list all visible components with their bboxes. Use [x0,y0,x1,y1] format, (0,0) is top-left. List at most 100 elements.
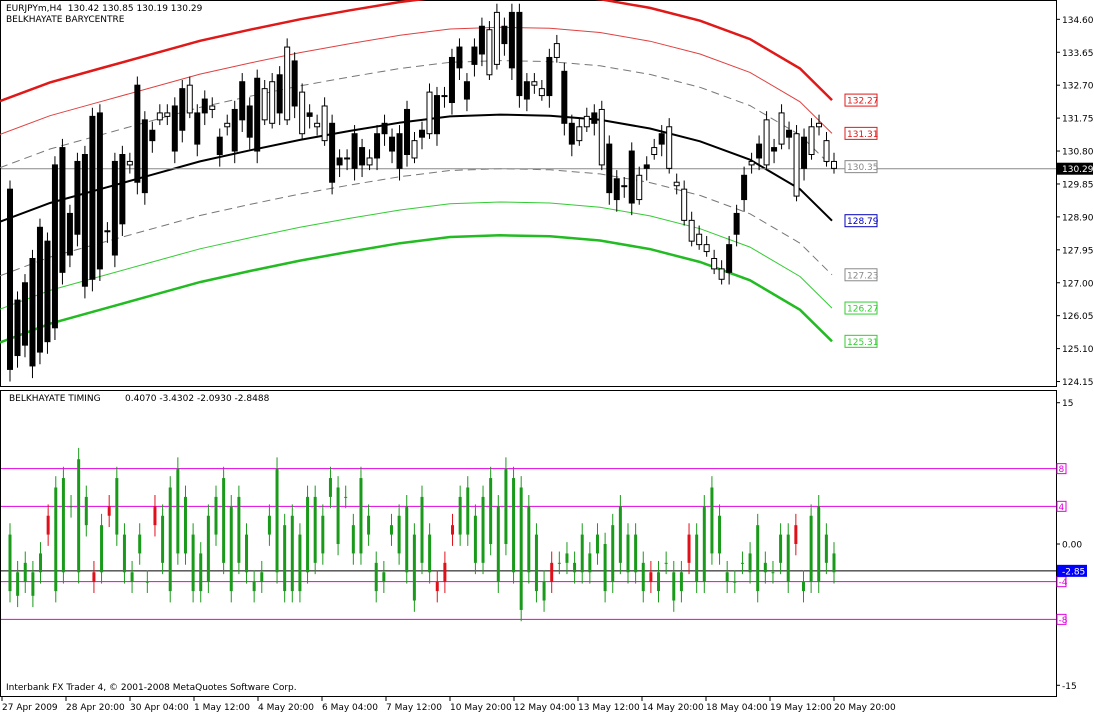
timing-bar [77,447,81,584]
candle-body [456,46,463,69]
timing-bar [298,523,302,603]
candle-body [508,11,515,69]
timing-bar [573,551,577,584]
candle-body [553,43,560,58]
candle [344,149,351,171]
timing-bar [672,560,676,612]
price-tick-label: 134.60 [1062,16,1094,26]
current-price-label: 130.29 [1062,165,1094,175]
timing-bar-body [229,506,233,592]
candle-body [471,46,478,65]
timing-bar-body [786,534,790,582]
candle [741,166,748,212]
timing-bar [69,495,73,518]
timing-bar-body [351,525,355,554]
candle [396,125,403,181]
timing-bar-body [260,572,264,582]
candle-body [111,160,118,256]
green-band-lower-label-box [844,334,878,348]
candle-body [478,25,485,55]
timing-bar [580,523,584,584]
gray-dash-upper-label-box [844,160,878,174]
candle [374,125,381,171]
candle-body [486,29,493,76]
candle [673,173,680,195]
timing-bar-body [496,506,500,582]
candle-body [239,81,246,121]
timing-bar-body [649,572,653,582]
timing-bar [740,551,744,575]
timing-bar-body [8,534,12,592]
timing-bar [512,466,516,584]
timing-bar [504,457,508,556]
timing-bar-body [275,468,279,573]
timing-bar [61,466,65,584]
timing-bar [237,485,241,575]
timing-bar [191,523,195,603]
gray-dash-lower-label: 127.23 [847,271,879,281]
candle [703,235,710,257]
candle-body [389,136,396,152]
timing-bar-body [695,534,699,582]
timing-bar [46,504,50,546]
candle [598,100,605,171]
candle [134,76,141,195]
candle [606,135,613,205]
timing-bar [657,560,661,603]
candle-body [96,112,103,270]
timing-bar-body [481,496,485,563]
candle-body [164,112,171,117]
red-band-inner-label: 131.31 [847,130,879,140]
timing-bar-body [458,496,462,535]
candle-body [808,126,815,156]
candle [658,125,665,157]
red-band-upper-label: 132.27 [847,97,879,107]
timing-bar [359,466,363,565]
timing-bar-body [382,572,386,582]
candle-body [246,105,253,138]
timing-bar [664,551,668,575]
timing-current-badge [1057,564,1087,577]
candle-body [583,115,590,128]
time-tick-label: 30 Apr 04:00 [130,703,189,713]
timing-bar [626,523,630,584]
timing-bar [168,476,172,603]
price-tick-label: 127.95 [1062,246,1094,256]
timing-bar-body [451,525,455,535]
candle [748,152,755,174]
candle-body [269,81,276,124]
timing-bar [245,523,249,584]
gray-dash-lower-label-box [844,268,878,282]
candle-body [231,108,238,152]
timing-bar [489,466,493,556]
candle [711,249,718,275]
timing-level-label: 8 [1059,465,1065,475]
candle [21,274,28,358]
timing-bar [367,504,371,546]
candle-body [254,77,261,152]
timing-bar [306,485,310,584]
candle-body [666,126,673,169]
candle-body [613,178,620,201]
timing-bar-body [84,496,88,526]
price-tick-label: 131.75 [1062,115,1094,125]
candle-body [793,133,800,197]
timing-bar-body [771,572,775,574]
timing-bar [321,504,325,565]
timing-bar-body [199,553,203,592]
timing-bar [435,570,439,603]
candle [546,48,553,108]
red-band-upper-line [0,0,833,103]
timing-bar [534,523,538,603]
candle-body [426,91,433,135]
timing-bar [252,570,256,603]
candle [628,142,635,216]
timing-bar [588,542,592,584]
timing-bar [328,466,332,509]
timing-bar-body [168,487,172,592]
candle [448,48,455,115]
timing-bar-body [313,496,317,563]
candle-body [291,60,298,107]
timing-bar [16,560,20,608]
timing-bar [695,523,699,593]
